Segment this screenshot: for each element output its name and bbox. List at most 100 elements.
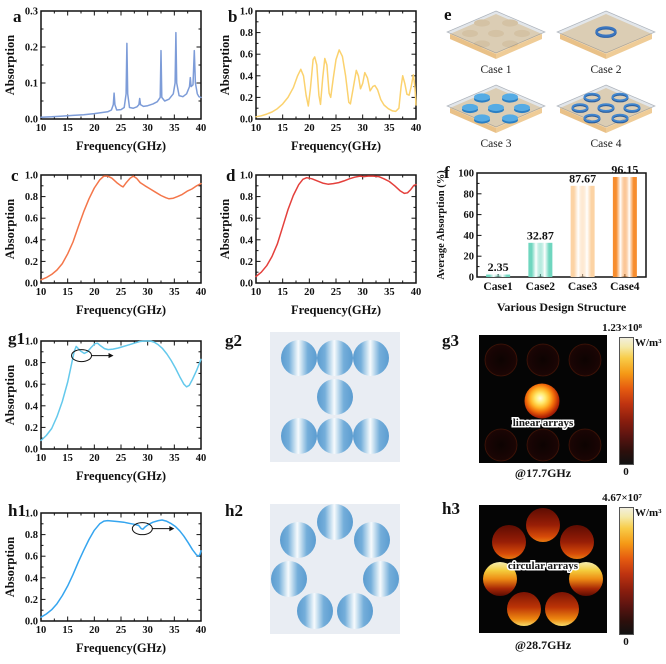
x-tick-label: 20 (89, 287, 100, 298)
disk (488, 103, 504, 112)
ring (597, 103, 615, 112)
y-tick-label: 0.2 (25, 257, 38, 268)
y-tick-label: 0.8 (240, 28, 253, 39)
panel-letter-h1: h1 (8, 501, 26, 520)
colorbar (619, 507, 634, 635)
y-tick-label: 60 (464, 210, 475, 221)
x-tick-label: 20 (89, 625, 100, 636)
y-tick-label: 0.0 (240, 279, 253, 290)
panel-h3: h3 4.67×10⁷ (430, 490, 666, 664)
y-tick-label: 1.0 (240, 171, 253, 182)
panel-letter-h2: h2 (225, 501, 243, 520)
y-tick-label: 0.0 (25, 617, 38, 628)
y-tick-label: 0.6 (240, 214, 253, 225)
plot-border (255, 174, 417, 284)
slab-edge (450, 34, 496, 59)
case-4-caption: Case 4 (590, 138, 622, 150)
imprint (474, 40, 490, 48)
y-tick-label: 20 (464, 252, 475, 263)
x-axis-title: Frequency(GHz) (291, 139, 381, 153)
x-tick-label: 30 (142, 625, 153, 636)
x-tick-label: 30 (357, 287, 368, 298)
line-chart-a: 10 15 20 25 30 35 40 0.0 0.1 0.2 0.3 Frequency(GHz)… (3, 2, 210, 154)
line-chart-h1: 10 15 20 25 30 35 40 0.0 0.2 0.4 0.6 0.8 1.0 Frequenc… (3, 504, 210, 656)
x-category-label: Case1 (483, 281, 513, 293)
y-axis-title: Absorption (3, 365, 17, 425)
y-tick-label: 0.2 (25, 43, 38, 54)
cold-circle (484, 428, 518, 462)
x-tick-label: 25 (331, 287, 342, 298)
cold-circle (568, 428, 602, 462)
hot-circle (507, 592, 541, 626)
imprint (514, 29, 530, 38)
case-1-illustration (446, 10, 546, 59)
y-tick-label: 0 (469, 273, 474, 284)
heatmap-circular-arrays: circular arrays (479, 505, 607, 633)
x-tick-label: 10 (36, 625, 47, 636)
cold-circle (568, 343, 602, 377)
bar-chart-f: 0 20 40 60 80 100 2.35 Case1 32.87 Case2 87.67 Case… (434, 159, 658, 314)
case-3-block: Case 3 (444, 84, 548, 150)
panel-c: c 10 15 20 25 30 35 40 0.0 0.2 0.4 0.6 0.8 1.0 Freque… (0, 155, 215, 320)
y-axis-title: Absorption (3, 35, 17, 95)
x-tick-label: 30 (142, 287, 153, 298)
bar-Case2 (528, 242, 553, 277)
y-tick-label: 0.3 (25, 7, 38, 18)
linear-array-schematic (270, 332, 400, 462)
y-tick-label: 0.2 (25, 595, 38, 606)
case-3-illustration (446, 84, 546, 133)
panel-letter-a: a (13, 7, 22, 26)
array-circle (280, 522, 316, 558)
x-tick-label: 15 (277, 123, 288, 134)
colorbar-max-label: 4.67×10⁷ (602, 492, 642, 504)
slab-edge (606, 108, 652, 133)
imprint (462, 29, 478, 38)
panel-h1: h1 10 15 20 25 30 35 40 0.0 0.2 0.4 0.6 0.8 1.0 Frequ… (0, 490, 215, 664)
colorbar-unit-label: W/m³ (635, 507, 662, 519)
line-chart-g1: 10 15 20 25 30 35 40 0.0 0.2 0.4 0.6 0.8 1.0 Frequenc… (3, 332, 210, 484)
colorbar-unit-label: W/m³ (635, 337, 662, 349)
case-4-illustration (556, 84, 656, 133)
case-1-block: Case 1 (444, 10, 548, 76)
x-tick-label: 10 (36, 123, 47, 134)
x-tick-label: 10 (251, 287, 262, 298)
y-tick-label: 1.0 (240, 7, 253, 18)
colorbar-max-label: 1.23×10⁸ (602, 322, 642, 334)
x-tick-label: 35 (169, 625, 180, 636)
bar-value-label: 32.87 (527, 228, 554, 242)
panel-f: f 0 20 40 60 80 100 2.35 Case1 32.87 Case2 87.67 Ca… (430, 155, 666, 320)
y-tick-label: 80 (464, 189, 475, 200)
array-circle (363, 561, 399, 597)
y-tick-label: 0.8 (25, 530, 38, 541)
y-tick-label: 0.0 (240, 115, 253, 126)
x-axis-title: Frequency(GHz) (76, 303, 166, 317)
ring (595, 26, 617, 37)
case-4-block: Case 4 (554, 84, 658, 150)
plot-border (40, 512, 202, 622)
data-series-g1 (40, 340, 202, 442)
y-tick-label: 0.6 (25, 380, 38, 391)
slab-edge (496, 34, 542, 59)
x-tick-label: 40 (196, 287, 207, 298)
hot-circle (526, 508, 560, 542)
ring (583, 113, 601, 123)
colorbar (619, 337, 634, 465)
x-tick-label: 40 (411, 123, 422, 134)
imprint (502, 40, 518, 48)
y-axis-title: Absorption (3, 537, 17, 597)
x-category-label: Case3 (568, 281, 598, 293)
line-chart-d: 10 15 20 25 30 35 40 0.0 0.2 0.4 0.6 0.8 1.0 Frequenc… (218, 166, 425, 318)
y-tick-label: 0.4 (25, 401, 39, 412)
ring (583, 92, 601, 102)
imprint-circles (462, 19, 530, 48)
panel-letter-c: c (11, 166, 19, 185)
heatmap-caption: @17.7GHz (514, 466, 572, 480)
imprint (474, 19, 490, 27)
line-chart-b: 10 15 20 25 30 35 40 0.0 0.2 0.4 0.6 0.8 1.0 Frequenc… (218, 2, 425, 154)
array-circle (297, 593, 333, 629)
x-tick-label: 30 (142, 453, 153, 464)
array-circle (317, 504, 353, 540)
panel-g1: g1 10 15 20 25 30 35 40 0.0 0.2 0.4 0.6 0.8 1.0 Frequ… (0, 320, 215, 490)
y-tick-label: 0.6 (25, 214, 38, 225)
